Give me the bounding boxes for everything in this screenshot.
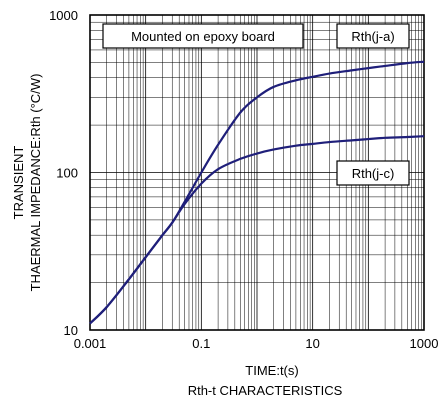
series-layer [89, 60, 425, 325]
series-label-jc: Rth(j-c) [336, 160, 410, 186]
chart-title: Rth-t CHARACTERISTICS [188, 383, 343, 398]
x-tick-labels: 0.001 0.1 10 1000 [74, 336, 438, 351]
series-label-jc-frame [336, 160, 410, 186]
y-tick-label: 1000 [49, 8, 78, 23]
series-label-jc-text: Rth(j-c) [352, 166, 395, 181]
series-label-ja: Rth(j-a) [336, 23, 410, 49]
note-text: Mounted on epoxy board [131, 29, 275, 44]
series-line-rth-jc [89, 135, 425, 325]
x-tick-label: 0.1 [192, 336, 210, 351]
note-box: Mounted on epoxy board [102, 23, 304, 49]
note-box-frame [102, 23, 304, 49]
x-axis-title: TIME:t(s) [245, 363, 298, 378]
x-tick-label: 10 [305, 336, 319, 351]
x-tick-label: 0.001 [74, 336, 107, 351]
series-label-ja-text: Rth(j-a) [351, 29, 394, 44]
y-tick-label: 100 [56, 166, 78, 181]
series-label-ja-frame [336, 23, 410, 49]
y-axis-title-line2: THAERMAL IMPEDANCE:Rth (°C/W) [28, 74, 43, 292]
y-tick-labels: 10 100 1000 [49, 8, 78, 338]
y-axis-title-line1: TRANSIENT [11, 146, 26, 220]
plot-frame [89, 14, 425, 331]
x-tick-label: 1000 [410, 336, 438, 351]
grid-layer [90, 15, 424, 330]
y-tick-label: 10 [64, 323, 78, 338]
